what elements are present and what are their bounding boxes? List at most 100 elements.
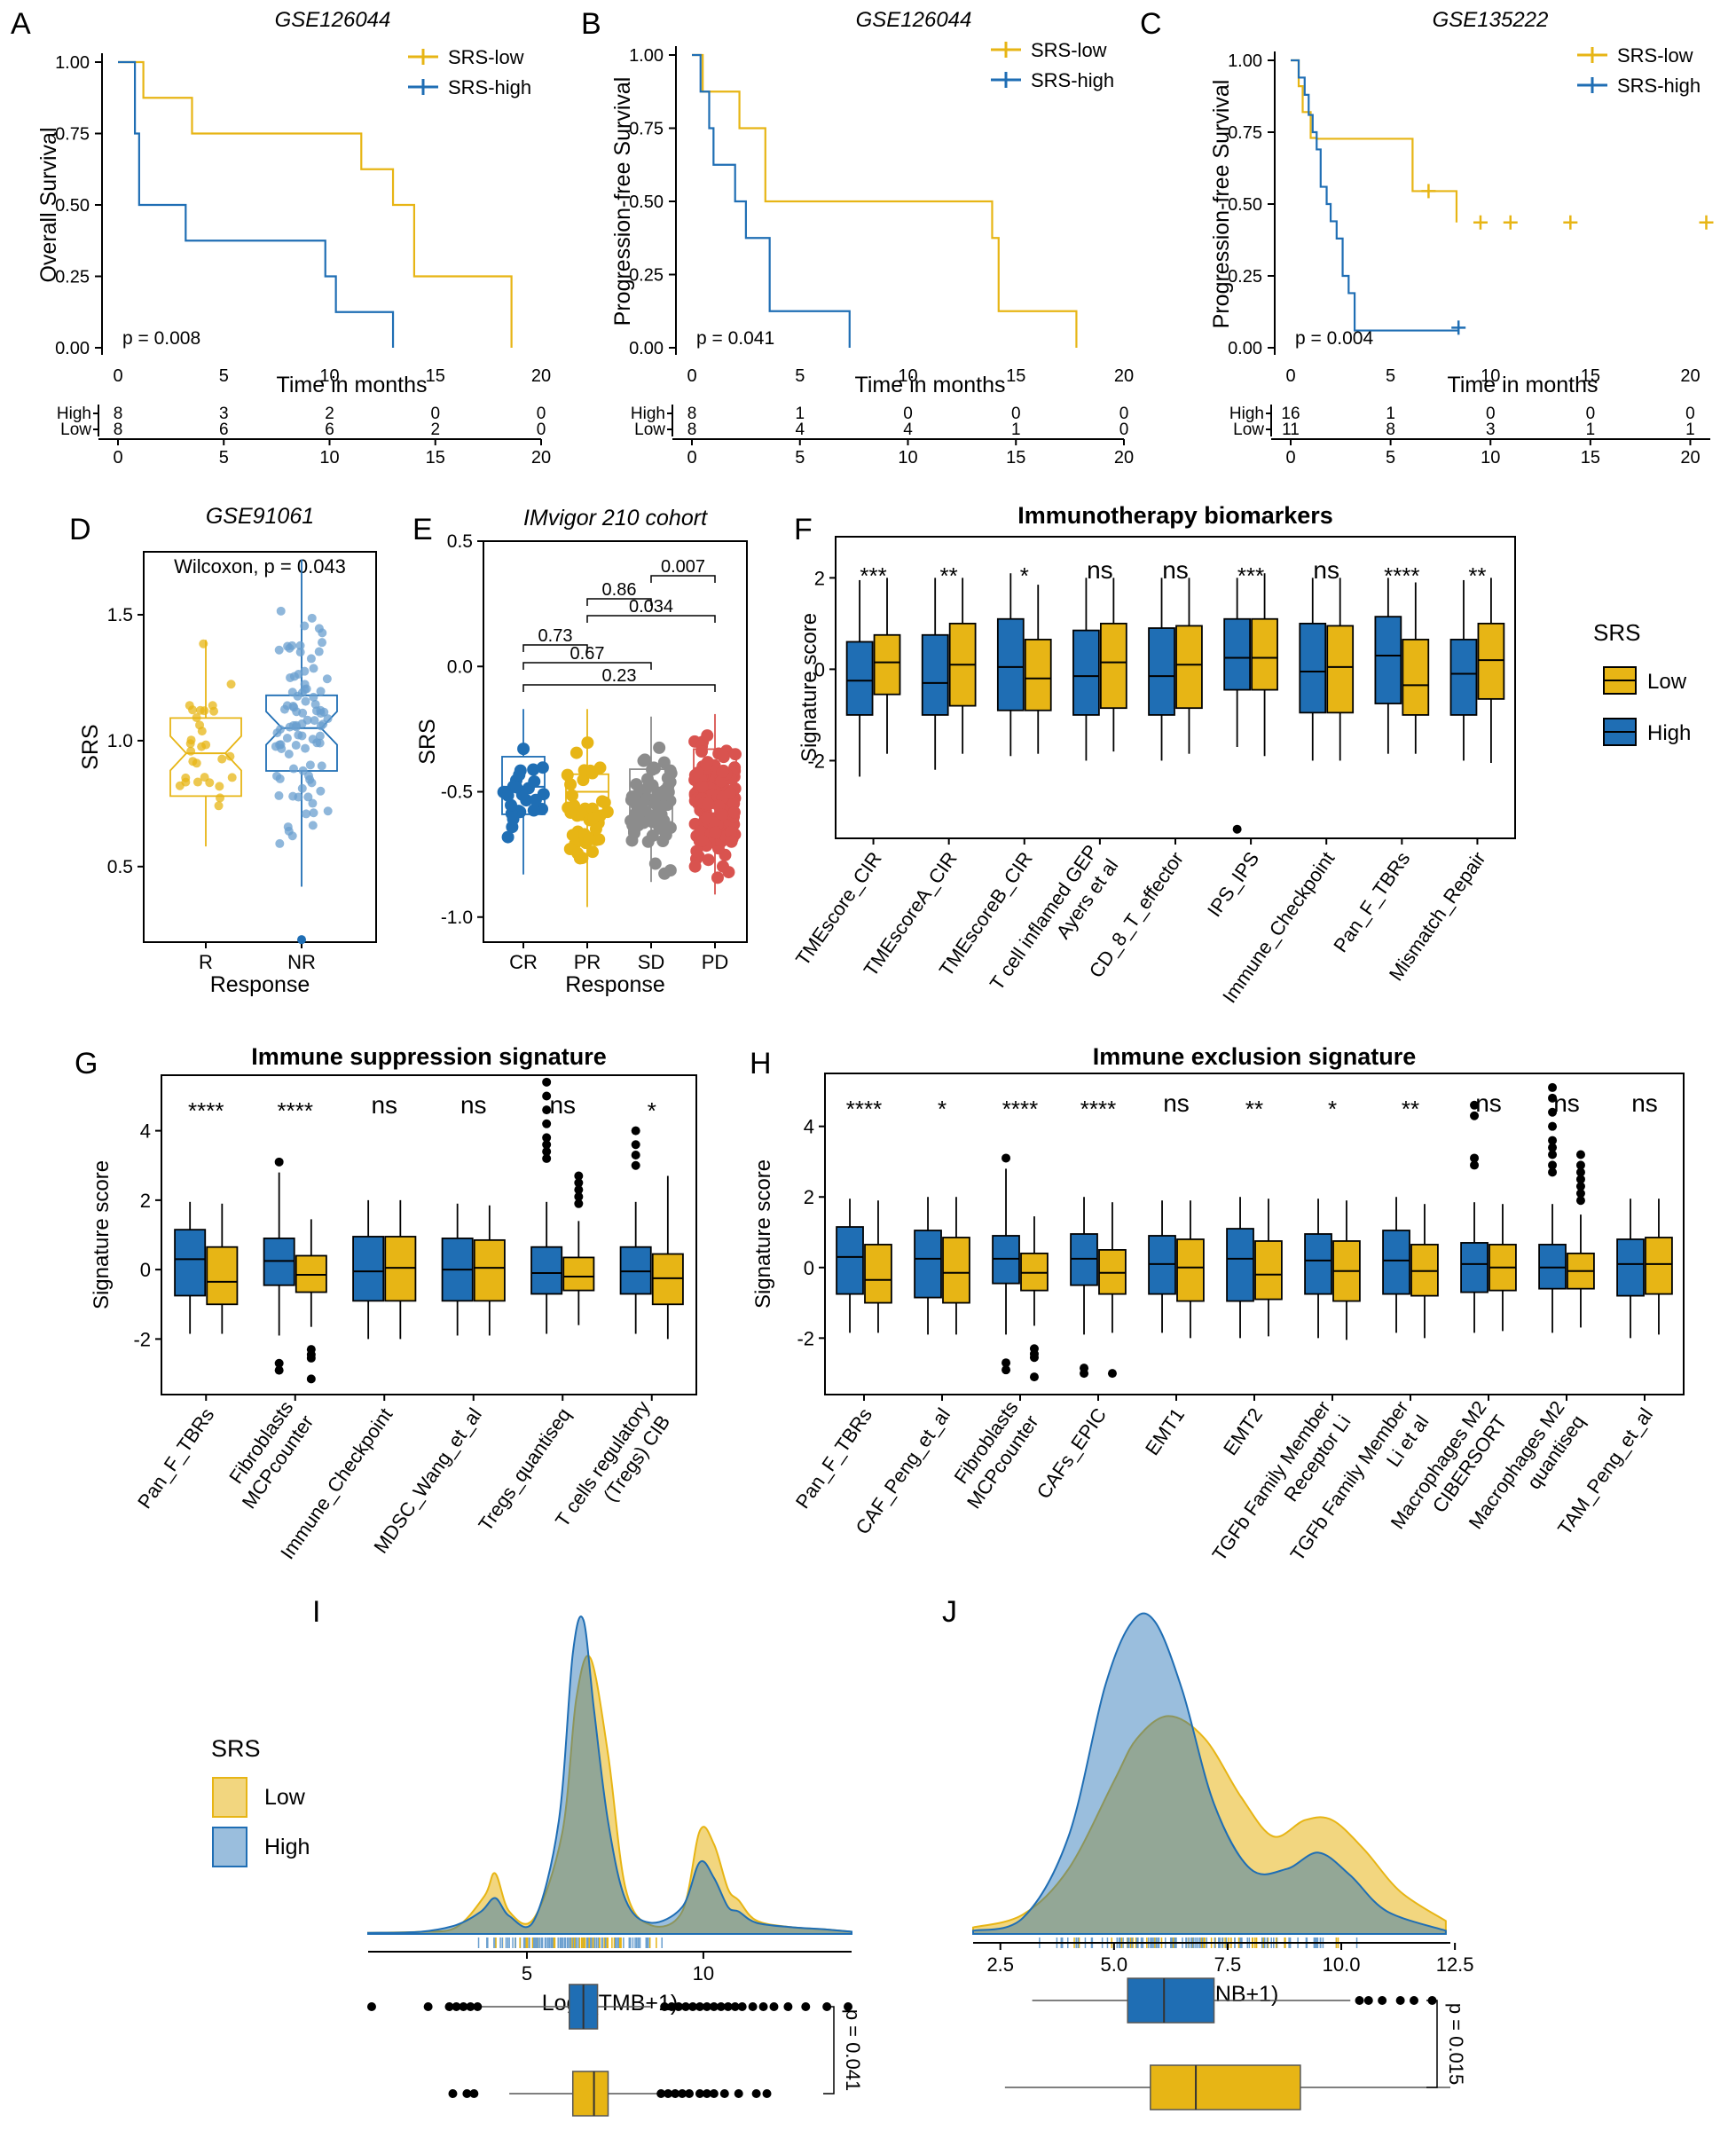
data-point xyxy=(295,641,305,650)
x-tick-label: 12.5 xyxy=(1436,1953,1474,1976)
box-high-outlier xyxy=(1232,824,1242,834)
box-outlier xyxy=(674,2002,684,2011)
panel-label-h: H xyxy=(750,1047,772,1081)
x-tick-label: SD xyxy=(638,951,665,973)
data-point xyxy=(651,786,664,799)
box-outlier xyxy=(695,2089,704,2098)
data-point xyxy=(664,864,677,877)
box-high-box xyxy=(1449,639,1478,716)
data-point xyxy=(192,758,201,768)
data-point xyxy=(696,834,710,847)
x-tick-label: 0 xyxy=(1285,366,1295,386)
legend-title: SRS xyxy=(211,1735,261,1762)
comparison-bracket xyxy=(586,615,716,623)
box-outlier xyxy=(1355,1996,1364,2005)
risk-value: 6 xyxy=(219,420,229,439)
risk-value: 0 xyxy=(1586,405,1596,423)
box-high-outlier xyxy=(1002,1153,1011,1163)
risk-value: 8 xyxy=(114,405,123,423)
density-low xyxy=(972,1715,1447,1935)
risk-x-tick-label: 10 xyxy=(319,448,339,468)
data-point xyxy=(279,704,289,714)
data-point xyxy=(195,705,205,715)
chart-title: GSE126044 xyxy=(275,8,391,32)
box-low-outlier xyxy=(1029,1353,1039,1363)
data-point xyxy=(300,621,310,631)
significance-label: *** xyxy=(1237,562,1264,589)
panel-label-i: I xyxy=(312,1595,320,1629)
box-high-outlier xyxy=(1548,1082,1558,1092)
box-low-box xyxy=(1645,1237,1673,1295)
y-tick-label: -1.0 xyxy=(441,908,473,928)
box-low-outlier xyxy=(574,1199,584,1208)
data-point xyxy=(701,729,714,743)
box-outlier xyxy=(734,2089,743,2098)
risk-value: 1 xyxy=(1586,420,1596,439)
box-high-box xyxy=(914,1230,942,1299)
box-low-box xyxy=(562,1256,595,1292)
x-tick-label: 10 xyxy=(319,366,339,386)
panel-d: GSE91061 Wilcoxon, p = 0.043 0.5 1.0 1.5 SRS R… xyxy=(78,504,377,997)
legend-label: High xyxy=(1647,721,1691,745)
box-outlier xyxy=(423,2002,433,2011)
box-high-box xyxy=(530,1246,563,1295)
data-point xyxy=(716,860,729,873)
chart-title: IMvigor 210 cohort xyxy=(523,506,708,531)
box-low-box xyxy=(1099,622,1127,710)
x-tick-label: 7.5 xyxy=(1214,1953,1242,1976)
risk-row-label: High xyxy=(631,405,665,423)
box-outlier xyxy=(769,2002,779,2011)
data-point xyxy=(314,624,324,633)
box-high-box xyxy=(1223,617,1252,691)
box-high-outlier xyxy=(631,1126,640,1136)
y-tick-label: 0.25 xyxy=(1228,267,1262,287)
risk-x-tick-label: 20 xyxy=(1680,448,1700,468)
data-point xyxy=(285,643,295,653)
box-low-outlier xyxy=(1107,1369,1117,1379)
data-point xyxy=(323,806,333,816)
chart-title: Immune exclusion signature xyxy=(1093,1043,1417,1070)
data-point xyxy=(302,809,311,819)
box-low-box xyxy=(942,1237,970,1304)
survival-curve-high xyxy=(692,53,851,348)
box-outlier xyxy=(1378,1996,1387,2005)
data-point xyxy=(527,763,540,776)
risk-value: 8 xyxy=(114,420,123,439)
data-point xyxy=(315,731,325,741)
chart-subtitle: Wilcoxon, p = 0.043 xyxy=(174,555,346,578)
box-low-outlier xyxy=(574,1185,584,1195)
risk-row-label: High xyxy=(57,405,91,423)
box-high-box xyxy=(1374,616,1402,704)
box-low-box xyxy=(1402,639,1430,716)
significance-label: * xyxy=(938,1096,947,1122)
risk-row-label: Low xyxy=(1233,420,1264,439)
data-point xyxy=(690,845,703,858)
data-point xyxy=(648,762,661,775)
box-outlier xyxy=(681,2002,691,2011)
risk-x-tick-label: 15 xyxy=(1006,448,1025,468)
y-tick-label: 0 xyxy=(804,1257,814,1279)
box-outlier xyxy=(667,2002,677,2011)
data-point xyxy=(562,801,575,814)
x-tick-label: 10 xyxy=(898,366,917,386)
significance-label: ** xyxy=(1468,562,1486,589)
box-low-box xyxy=(1024,639,1052,711)
data-point xyxy=(725,835,738,848)
x-tick-label: 0 xyxy=(687,366,696,386)
risk-row-label: High xyxy=(1229,405,1264,423)
box-high-outlier xyxy=(1548,1136,1558,1145)
data-point xyxy=(215,782,224,791)
p-value: p = 0.004 xyxy=(1295,328,1373,349)
data-point xyxy=(289,703,299,712)
data-point xyxy=(528,774,541,788)
box-outlier xyxy=(1363,1996,1373,2005)
data-point xyxy=(566,829,579,842)
risk-x-tick-label: 10 xyxy=(1481,448,1500,468)
box-low-outlier xyxy=(1575,1189,1585,1199)
significance-label: *** xyxy=(860,562,886,589)
data-point xyxy=(284,749,294,758)
comparison-label: 0.86 xyxy=(602,580,637,600)
data-point xyxy=(700,758,713,771)
y-axis-title: Progression-free Survival xyxy=(610,77,635,326)
survival-curve-low xyxy=(1291,59,1458,223)
